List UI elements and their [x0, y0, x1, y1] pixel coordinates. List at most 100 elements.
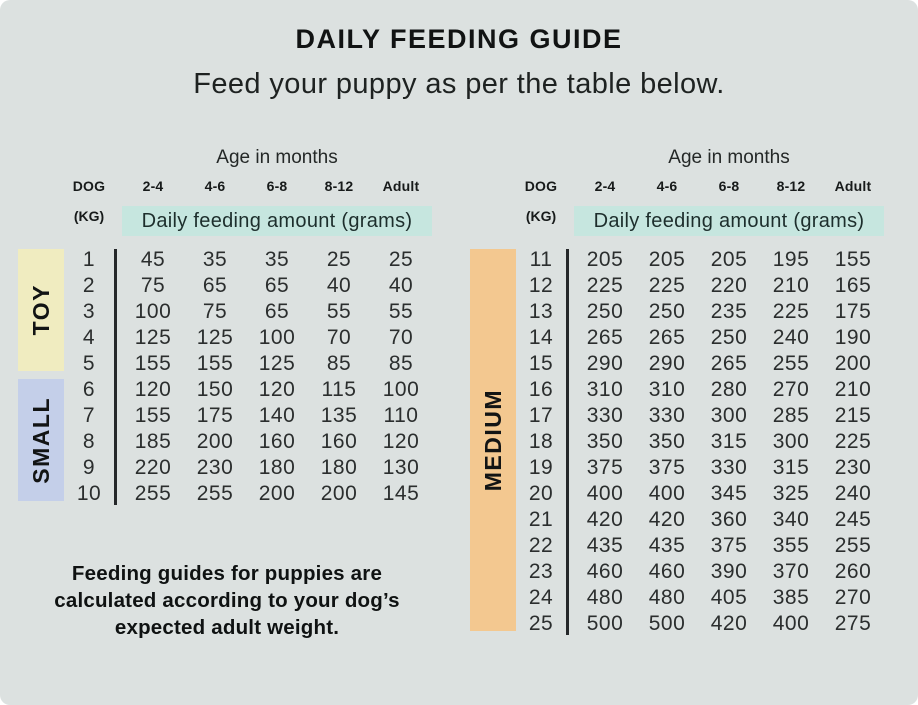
- feeding-amount-cell: 70: [326, 326, 352, 349]
- feeding-amount-cell: 330: [586, 404, 624, 427]
- feeding-amount-cell: 400: [772, 612, 810, 635]
- feeding-amount-cell: 420: [648, 508, 686, 531]
- feeding-amount-cell: 65: [264, 274, 290, 297]
- band-row: (KG) Daily feeding amount (grams): [16, 206, 436, 236]
- dog-weight-cell: 25: [528, 612, 554, 635]
- feeding-amount-cell: 230: [196, 456, 234, 479]
- dog-header-label: DOG: [524, 178, 558, 194]
- feeding-table-toy-small: Age in months DOG 2-4 4-6 6-8 8-12 Adult (KG…: [16, 145, 436, 507]
- table-row: 15 290 290 265 255 200: [518, 351, 884, 377]
- table-row: 21 420 420 360 340 245: [518, 507, 884, 533]
- feeding-amount-cell: 435: [648, 534, 686, 557]
- feeding-amount-cell: 100: [258, 326, 296, 349]
- table-rows: 1 45 35 35 25 25 2 75 65 65 40 40 3 100 75 65 55 55 4 125 12…: [66, 247, 432, 507]
- dog-header-label: DOG: [72, 178, 106, 194]
- feeding-amount-cell: 255: [834, 534, 872, 557]
- feeding-amount-cell: 255: [134, 482, 172, 505]
- feeding-amount-cell: 225: [648, 274, 686, 297]
- feeding-amount-cell: 155: [834, 248, 872, 271]
- feeding-amount-cell: 135: [320, 404, 358, 427]
- table-row: 18 350 350 315 300 225: [518, 429, 884, 455]
- feeding-amount-cell: 85: [388, 352, 414, 375]
- table-body: MEDIUM 11 205 205 205 195 155 12 225 225 220 210 16…: [468, 247, 888, 637]
- age-column-header: 6-8: [266, 178, 288, 194]
- feeding-amount-cell: 240: [834, 482, 872, 505]
- dog-weight-cell: 22: [528, 534, 554, 557]
- feeding-amount-cell: 175: [834, 300, 872, 323]
- feeding-amount-cell: 25: [388, 248, 414, 271]
- feeding-amount-cell: 45: [140, 248, 166, 271]
- feeding-amount-cell: 460: [586, 560, 624, 583]
- feeding-amount-cell: 210: [772, 274, 810, 297]
- dog-weight-cell: 2: [82, 274, 96, 297]
- feeding-amount-cell: 120: [258, 378, 296, 401]
- kg-header-label: (KG): [525, 208, 557, 224]
- dog-weight-cell: 1: [82, 248, 96, 271]
- feeding-amount-cell: 385: [772, 586, 810, 609]
- feeding-amount-cell: 290: [648, 352, 686, 375]
- feeding-amount-cell: 260: [834, 560, 872, 583]
- feeding-amount-cell: 355: [772, 534, 810, 557]
- feeding-amount-cell: 205: [648, 248, 686, 271]
- feeding-amount-cell: 115: [321, 378, 357, 401]
- feeding-amount-cell: 480: [648, 586, 686, 609]
- feeding-amount-cell: 70: [388, 326, 414, 349]
- feeding-amount-cell: 200: [834, 352, 872, 375]
- feeding-amount-cell: 35: [202, 248, 228, 271]
- feeding-amount-cell: 255: [196, 482, 234, 505]
- feeding-amount-cell: 275: [834, 612, 872, 635]
- table-row: 16 310 310 280 270 210: [518, 377, 884, 403]
- feeding-amount-cell: 280: [710, 378, 748, 401]
- feeding-amount-cell: 220: [134, 456, 172, 479]
- feeding-amount-cell: 145: [382, 482, 420, 505]
- feeding-amount-cell: 225: [772, 300, 810, 323]
- dog-weight-cell: 3: [82, 300, 96, 323]
- feeding-amount-cell: 120: [382, 430, 420, 453]
- age-column-header: 4-6: [656, 178, 678, 194]
- feeding-amount-cell: 100: [382, 378, 420, 401]
- feeding-amount-cell: 160: [258, 430, 296, 453]
- feeding-table-medium: Age in months DOG 2-4 4-6 6-8 8-12 Adult (KG…: [468, 145, 888, 637]
- feeding-amount-cell: 375: [710, 534, 748, 557]
- feeding-amount-cell: 350: [586, 430, 624, 453]
- dog-weight-cell: 14: [528, 326, 554, 349]
- feeding-amount-cell: 290: [586, 352, 624, 375]
- size-category-bar: TOY: [18, 249, 64, 371]
- feeding-amount-cell: 40: [388, 274, 414, 297]
- dog-weight-cell: 21: [528, 508, 554, 531]
- table-row: 12 225 225 220 210 165: [518, 273, 884, 299]
- feeding-amount-cell: 255: [772, 352, 810, 375]
- feeding-amount-cell: 400: [586, 482, 624, 505]
- size-category-label: MEDIUM: [479, 388, 506, 492]
- feeding-amount-cell: 350: [648, 430, 686, 453]
- feeding-amount-cell: 160: [320, 430, 358, 453]
- feeding-amount-cell: 200: [196, 430, 234, 453]
- dog-weight-cell: 5: [82, 352, 96, 375]
- age-column-header: 2-4: [594, 178, 616, 194]
- feeding-amount-cell: 55: [326, 300, 352, 323]
- dog-weight-cell: 4: [82, 326, 96, 349]
- feeding-amount-cell: 375: [648, 456, 686, 479]
- feeding-amount-cell: 300: [710, 404, 748, 427]
- feeding-amount-cell: 330: [710, 456, 748, 479]
- feeding-amount-cell: 155: [134, 352, 172, 375]
- page-title: DAILY FEEDING GUIDE: [295, 24, 623, 54]
- feeding-amount-cell: 75: [202, 300, 228, 323]
- feeding-amount-cell: 360: [710, 508, 748, 531]
- dog-weight-cell: 19: [528, 456, 554, 479]
- table-row: 24 480 480 405 385 270: [518, 585, 884, 611]
- table-row: 5 155 155 125 85 85: [66, 351, 432, 377]
- table-row: 25 500 500 420 400 275: [518, 611, 884, 637]
- feeding-amount-cell: 205: [710, 248, 748, 271]
- table-row: 8 185 200 160 160 120: [66, 429, 432, 455]
- dog-weight-cell: 24: [528, 586, 554, 609]
- feeding-amount-cell: 210: [834, 378, 872, 401]
- age-column-header: 8-12: [776, 178, 806, 194]
- size-category-column: TOY SMALL: [16, 247, 66, 507]
- feeding-amount-cell: 285: [772, 404, 810, 427]
- table-divider-line: [566, 249, 569, 635]
- daily-feeding-amount-band: Daily feeding amount (grams): [574, 206, 884, 236]
- feeding-amount-cell: 120: [134, 378, 172, 401]
- feeding-amount-cell: 245: [834, 508, 872, 531]
